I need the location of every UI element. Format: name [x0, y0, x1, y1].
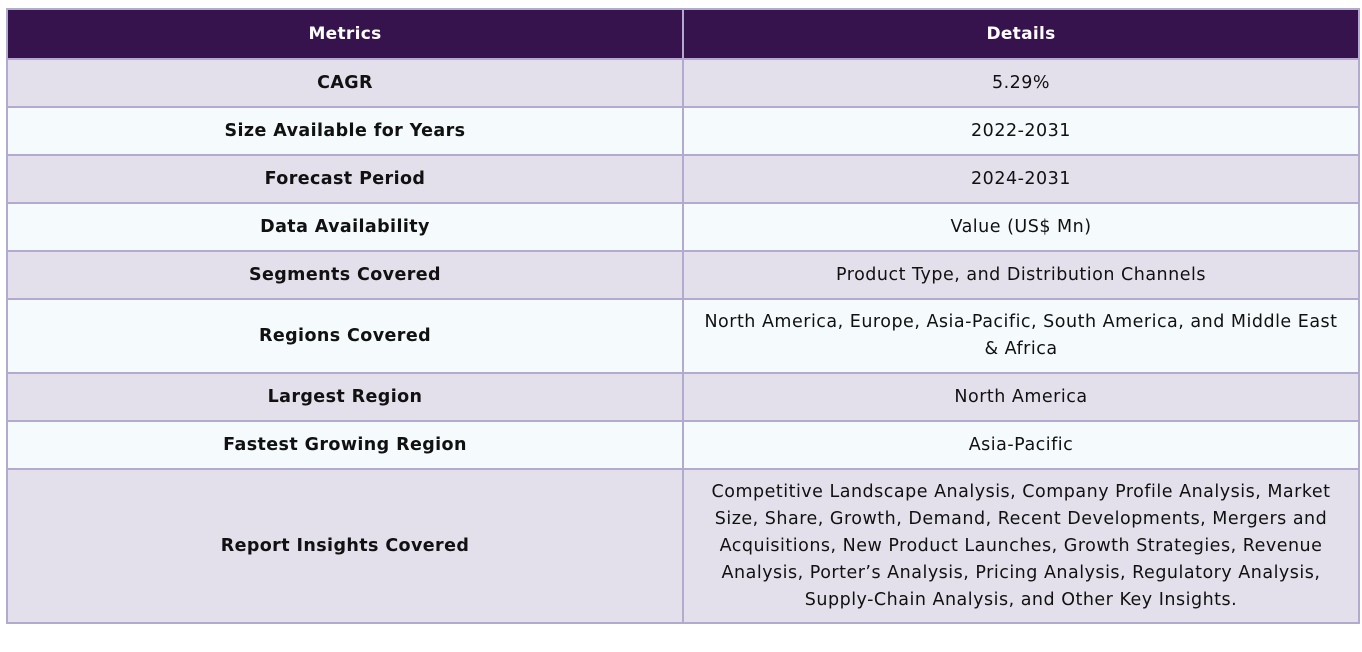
- table-row-data-availability: Data Availability Value (US$ Mn): [6, 202, 1360, 252]
- table-row-report-insights: Report Insights Covered Competitive Land…: [6, 468, 1360, 624]
- detail-cell: 5.29%: [682, 58, 1360, 108]
- table-row-forecast-period: Forecast Period 2024-2031: [6, 154, 1360, 204]
- detail-cell: 2024-2031: [682, 154, 1360, 204]
- detail-cell: North America, Europe, Asia-Pacific, Sou…: [682, 298, 1360, 374]
- table-row-segments-covered: Segments Covered Product Type, and Distr…: [6, 250, 1360, 300]
- detail-cell: Value (US$ Mn): [682, 202, 1360, 252]
- metric-cell: Largest Region: [6, 372, 684, 422]
- table-row-cagr: CAGR 5.29%: [6, 58, 1360, 108]
- detail-cell: Product Type, and Distribution Channels: [682, 250, 1360, 300]
- table-header-row: Metrics Details: [6, 8, 1360, 60]
- table-row-size-years: Size Available for Years 2022-2031: [6, 106, 1360, 156]
- detail-cell: Asia-Pacific: [682, 420, 1360, 470]
- table-row-regions-covered: Regions Covered North America, Europe, A…: [6, 298, 1360, 374]
- detail-cell: Competitive Landscape Analysis, Company …: [682, 468, 1360, 624]
- metric-cell: Segments Covered: [6, 250, 684, 300]
- table-row-fastest-growing-region: Fastest Growing Region Asia-Pacific: [6, 420, 1360, 470]
- metric-cell: CAGR: [6, 58, 684, 108]
- table-row-largest-region: Largest Region North America: [6, 372, 1360, 422]
- detail-cell: North America: [682, 372, 1360, 422]
- metric-cell: Data Availability: [6, 202, 684, 252]
- metrics-table: Metrics Details CAGR 5.29% Size Availabl…: [6, 8, 1360, 624]
- metric-cell: Fastest Growing Region: [6, 420, 684, 470]
- header-details: Details: [682, 8, 1360, 60]
- metric-cell: Forecast Period: [6, 154, 684, 204]
- metric-cell: Size Available for Years: [6, 106, 684, 156]
- metrics-table-container: Metrics Details CAGR 5.29% Size Availabl…: [6, 8, 1360, 624]
- metric-cell: Report Insights Covered: [6, 468, 684, 624]
- detail-cell: 2022-2031: [682, 106, 1360, 156]
- header-metrics: Metrics: [6, 8, 684, 60]
- metric-cell: Regions Covered: [6, 298, 684, 374]
